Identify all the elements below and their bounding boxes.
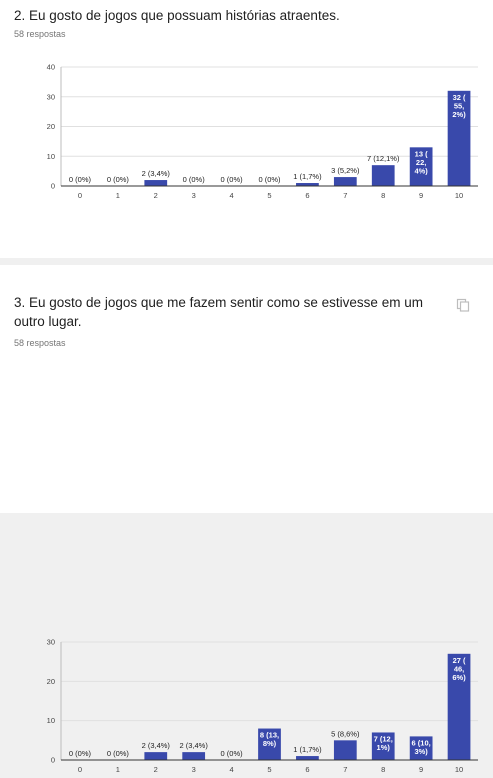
question-title: 2. Eu gosto de jogos que possuam históri… [14,8,340,23]
y-tick-label: 20 [47,122,55,131]
question-card-2: 2. Eu gosto de jogos que possuam históri… [0,0,493,258]
x-tick-label: 2 [154,765,158,774]
x-tick-label: 9 [419,765,423,774]
x-tick-label: 7 [343,191,347,200]
question-card-3: 3. Eu gosto de jogos que me fazem sentir… [0,265,493,774]
data-label: 1 (1,7%) [293,172,322,181]
data-label: 0 (0%) [258,175,281,184]
x-tick-label: 1 [116,765,120,774]
x-tick-label: 6 [305,191,309,200]
y-tick-label: 30 [47,92,55,101]
y-tick-label: 0 [51,182,55,191]
x-tick-label: 3 [192,191,196,200]
bar-8 [371,165,395,186]
data-label: 5 (8,6%) [331,729,360,738]
data-label: 0 (0%) [221,749,244,758]
y-tick-label: 10 [47,716,55,725]
x-tick-label: 8 [381,191,385,200]
x-tick-label: 5 [267,765,271,774]
bar-9 [409,147,433,186]
response-count: 58 respostas [14,29,66,39]
y-tick-label: 40 [47,63,55,72]
y-tick-label: 20 [47,677,55,686]
x-tick-label: 10 [455,765,463,774]
x-tick-label: 9 [419,191,423,200]
data-label: 0 (0%) [221,175,244,184]
x-tick-label: 3 [192,765,196,774]
x-tick-label: 0 [78,191,82,200]
x-tick-label: 1 [116,191,120,200]
data-label: 1 (1,7%) [293,745,322,754]
bar-10 [447,90,471,186]
bar-chart-question-2: 0 10 20 30 40 0 0 (0%) 1 0 (0%) 2 2 (3,4%) 3 0 (0%) 4… [47,63,478,200]
x-tick-label: 8 [381,765,385,774]
y-tick-label: 30 [47,638,55,647]
data-label: 32 (55, 2%) [452,93,466,119]
x-tick-label: 4 [230,191,234,200]
bar-2 [144,752,168,760]
data-label: 0 (0%) [107,749,130,758]
data-label: 0 (0%) [69,749,92,758]
x-tick-label: 0 [78,765,82,774]
response-count: 58 respostas [14,338,66,348]
data-label: 0 (0%) [107,175,130,184]
x-tick-label: 2 [154,191,158,200]
question-title: 3. Eu gosto de jogos que me fazem sentir… [14,295,423,329]
x-tick-label: 5 [267,191,271,200]
x-tick-label: 6 [305,765,309,774]
data-label: 3 (5,2%) [331,166,360,175]
data-label: 27 (46, 6%) [452,656,466,682]
data-label: 0 (0%) [69,175,92,184]
x-tick-label: 4 [230,765,234,774]
x-tick-label: 7 [343,765,347,774]
bar-3 [182,752,206,760]
data-label: 2 (3,4%) [180,741,209,750]
data-label: 0 (0%) [183,175,206,184]
bar-6 [296,756,319,760]
bar-chart-question-3: 0 10 20 30 0 0 (0%) 1 0 (0%) 2 2 (3,4%) 3 2 (3,4%) 4… [47,638,478,774]
y-tick-label: 0 [51,756,55,765]
data-label: 13 (22, 4%) [414,149,428,175]
data-label: 7 (12,1%) [367,154,400,163]
copy-icon[interactable] [456,298,470,312]
bar-6 [296,183,319,186]
bar-7 [333,740,357,760]
data-label: 2 (3,4%) [142,169,171,178]
data-label: 2 (3,4%) [142,741,171,750]
bar-2 [144,180,168,186]
bar-7 [333,177,357,186]
y-tick-label: 10 [47,152,55,161]
x-tick-label: 10 [455,191,463,200]
